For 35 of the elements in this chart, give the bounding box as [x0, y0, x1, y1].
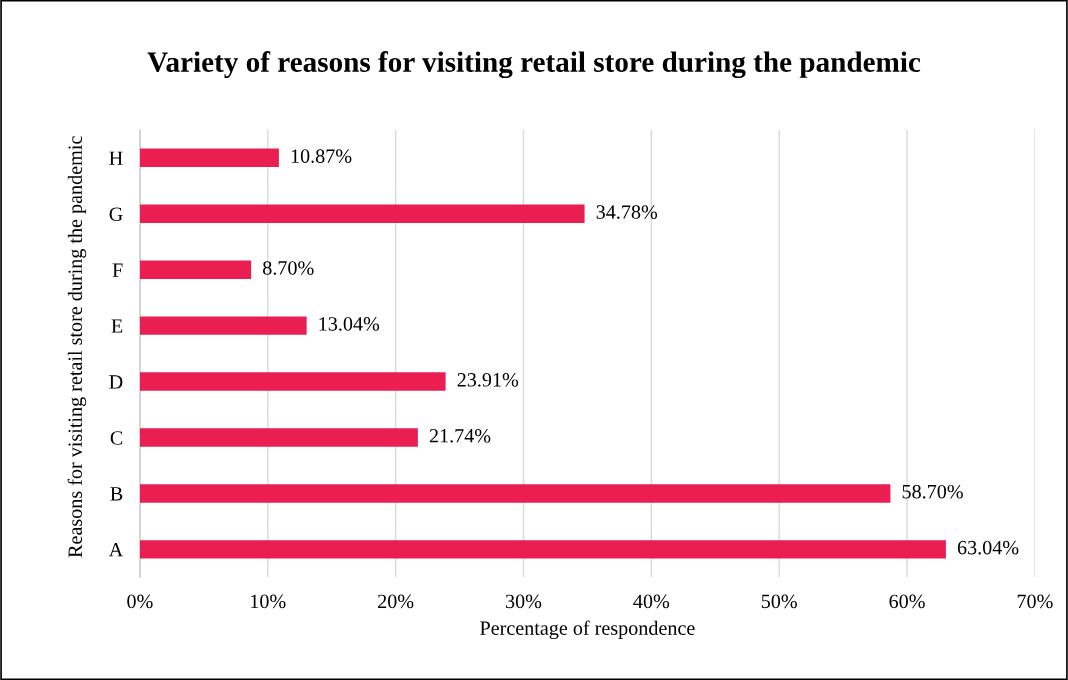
data-label: 23.91% [457, 373, 519, 387]
x-tick-label: 70% [1017, 594, 1053, 609]
bar [139, 148, 279, 168]
data-label: 34.78% [596, 205, 658, 219]
x-tick-label: 10% [251, 594, 286, 609]
y-tick-label: C [110, 431, 123, 445]
y-tick-label: F [112, 263, 123, 277]
x-tick-label: 50% [761, 594, 797, 609]
x-tick-label: 60% [889, 594, 925, 609]
y-tick-label: H [109, 151, 123, 165]
x-tick-label: 0% [127, 594, 153, 609]
data-label: 8.70% [263, 261, 314, 275]
x-tick-label: 30% [505, 594, 542, 609]
y-tick-label: D [109, 375, 123, 389]
data-label: 21.74% [429, 428, 491, 443]
bar [139, 428, 418, 447]
data-label: 58.70% [902, 484, 963, 499]
bar [139, 260, 252, 279]
y-tick-label: B [110, 487, 123, 501]
x-tick-label: 40% [633, 594, 670, 609]
y-axis-title: Reasons for visiting retail store during the pandemic [67, 136, 87, 558]
data-label: 10.87% [291, 149, 352, 163]
bar [139, 540, 946, 559]
x-tick-label: 20% [378, 594, 414, 609]
bar [139, 316, 307, 335]
data-label: 13.04% [319, 317, 380, 331]
bar [139, 204, 585, 223]
x-axis-title: Percentage of respondence [480, 620, 695, 640]
data-label: 63.04% [957, 540, 1019, 555]
y-tick-label: A [108, 543, 124, 557]
bar [139, 484, 891, 503]
chart-title: Variety of reasons for visiting retail store during the pandemic [147, 51, 921, 79]
y-tick-label: G [109, 207, 123, 221]
bar [139, 372, 446, 391]
y-tick-label: E [111, 319, 123, 333]
